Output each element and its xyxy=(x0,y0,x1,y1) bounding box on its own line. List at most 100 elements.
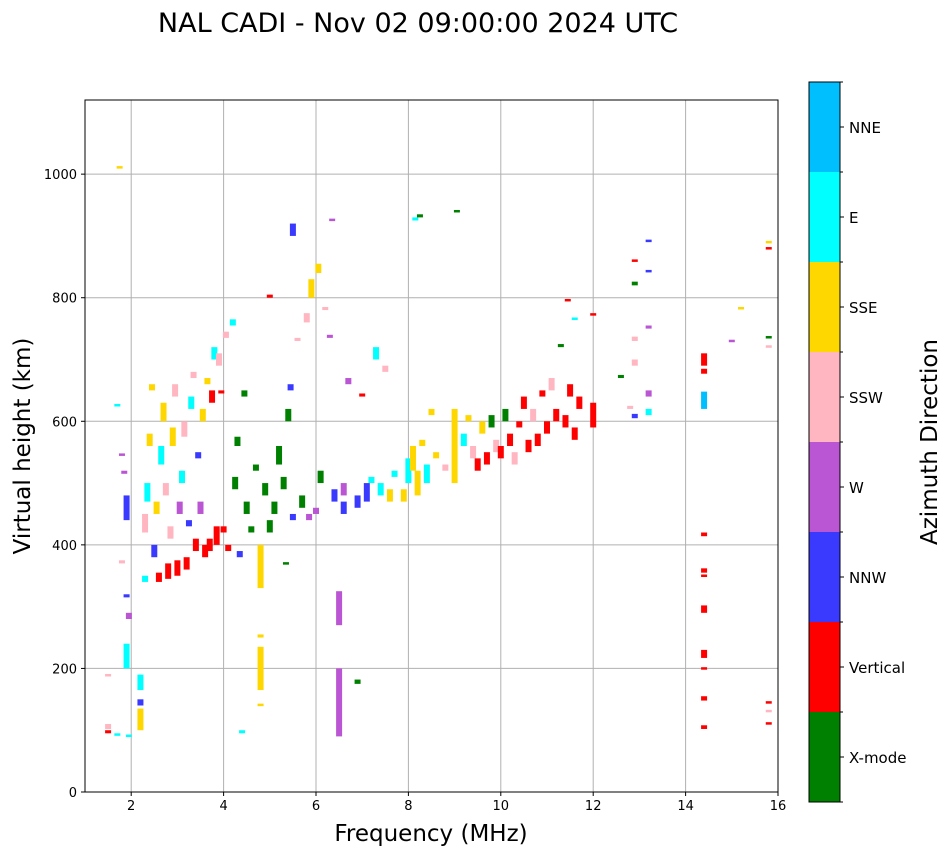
data-point-e xyxy=(405,458,412,484)
data-point-sse xyxy=(169,427,176,446)
data-point-vertical xyxy=(701,532,708,537)
y-tick-label: 200 xyxy=(52,662,77,677)
data-point-vertical xyxy=(701,568,708,573)
x-tick-label: 8 xyxy=(404,799,412,814)
data-point-e xyxy=(645,408,652,416)
data-point-vertical xyxy=(701,605,708,613)
data-point-w xyxy=(306,513,313,521)
data-point-nnw xyxy=(123,594,130,598)
data-point-e xyxy=(373,347,380,360)
data-point-e xyxy=(179,470,186,484)
data-point-ssw xyxy=(442,464,449,471)
data-point-sse xyxy=(738,306,745,310)
data-point-sse xyxy=(315,263,322,273)
data-point-sse xyxy=(479,421,486,434)
data-point-e xyxy=(125,734,132,738)
data-point-nne xyxy=(701,391,708,409)
data-point-sse xyxy=(257,634,264,638)
data-point-ssw xyxy=(142,513,149,533)
data-point-w xyxy=(340,483,347,496)
colorbar-tick-label: E xyxy=(849,209,858,227)
data-point-sse xyxy=(414,470,421,496)
data-point-vertical xyxy=(483,452,490,465)
data-point-vertical xyxy=(507,433,514,446)
data-point-w xyxy=(197,501,204,514)
colorbar-tick-label: SSW xyxy=(849,389,883,407)
data-point-vertical xyxy=(202,544,209,558)
data-point-ssw xyxy=(162,483,169,496)
data-point-w xyxy=(118,453,125,456)
colorbar-tick-label: W xyxy=(849,479,864,497)
data-point-vertical xyxy=(474,458,481,471)
colorbar-swatch xyxy=(809,262,840,352)
data-point-nnw xyxy=(289,223,296,236)
data-point-nnw xyxy=(287,384,294,391)
data-point-ssw xyxy=(765,709,772,713)
data-point-nnw xyxy=(331,489,338,502)
data-point-x-mode xyxy=(232,476,239,490)
data-point-w xyxy=(125,612,132,619)
data-point-vertical xyxy=(520,396,527,409)
colorbar-swatch xyxy=(809,712,840,802)
data-point-e xyxy=(368,476,375,484)
data-point-sse xyxy=(400,489,407,502)
data-point-sse xyxy=(199,408,206,422)
data-point-x-mode xyxy=(271,501,278,514)
data-point-ssw xyxy=(167,526,174,539)
data-point-w xyxy=(345,378,352,385)
data-point-vertical xyxy=(765,247,772,250)
data-point-sse xyxy=(204,378,211,385)
x-tick-label: 4 xyxy=(219,799,227,814)
data-point-x-mode xyxy=(252,464,259,471)
data-point-e xyxy=(142,575,149,582)
y-tick-label: 1000 xyxy=(44,168,77,183)
data-point-x-mode xyxy=(354,679,361,684)
data-point-vertical xyxy=(534,433,541,446)
data-point-x-mode xyxy=(765,336,772,339)
data-point-vertical xyxy=(701,353,708,366)
x-axis-label: Frequency (MHz) xyxy=(334,821,527,847)
data-point-vertical xyxy=(701,574,708,578)
colorbar-tick-label: Vertical xyxy=(849,659,905,677)
data-point-vertical xyxy=(525,439,532,453)
data-point-w xyxy=(645,390,652,397)
data-point-w xyxy=(336,591,343,626)
data-point-x-mode xyxy=(266,520,273,533)
data-point-e xyxy=(460,433,467,446)
data-point-e xyxy=(571,317,578,320)
data-point-vertical xyxy=(564,298,571,302)
data-point-e xyxy=(114,403,121,407)
x-tick-label: 12 xyxy=(585,799,602,814)
data-point-x-mode xyxy=(234,436,241,446)
data-point-e xyxy=(391,470,398,477)
colorbar-swatch xyxy=(809,442,840,532)
data-point-sse xyxy=(137,708,144,731)
data-point-e xyxy=(377,483,384,496)
data-point-vertical xyxy=(701,696,708,701)
data-point-vertical xyxy=(576,396,583,409)
data-point-w xyxy=(176,501,183,514)
data-point-sse xyxy=(116,166,123,169)
data-point-x-mode xyxy=(488,415,495,428)
data-point-e xyxy=(158,446,165,465)
data-point-vertical xyxy=(701,649,708,658)
x-tick-label: 14 xyxy=(677,799,694,814)
x-tick-label: 2 xyxy=(127,799,135,814)
data-point-w xyxy=(121,470,128,474)
data-point-vertical xyxy=(497,446,504,459)
data-point-e xyxy=(211,347,218,360)
data-point-e xyxy=(229,319,236,326)
data-point-ssw xyxy=(303,313,310,323)
colorbar-tick-label: X-mode xyxy=(849,749,906,767)
data-point-ssw xyxy=(190,371,197,379)
data-point-w xyxy=(326,334,333,338)
data-point-e xyxy=(114,733,121,736)
data-marks xyxy=(105,166,772,738)
data-point-ssw xyxy=(181,421,188,437)
colorbar-swatch xyxy=(809,172,840,262)
data-point-x-mode xyxy=(557,344,564,348)
data-point-ssw xyxy=(294,337,301,341)
data-point-vertical xyxy=(590,402,597,428)
data-point-ssw xyxy=(493,439,500,453)
